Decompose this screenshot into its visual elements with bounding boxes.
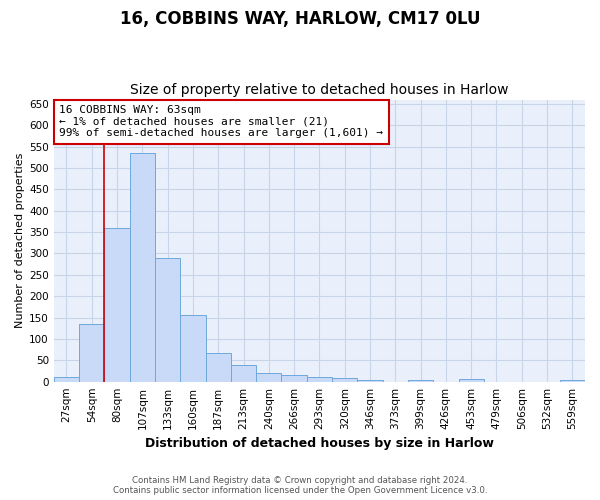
Bar (54, 378, 79, 382)
Title: Size of property relative to detached houses in Harlow: Size of property relative to detached ho… (130, 83, 509, 97)
Bar (180, 316, 206, 382)
Bar (458, 379, 484, 382)
Bar (206, 352, 231, 382)
Bar (358, 380, 383, 382)
Bar (155, 258, 180, 382)
Bar (79, 324, 104, 382)
Bar (281, 375, 307, 382)
Bar (332, 378, 358, 382)
Bar (231, 366, 256, 382)
Bar (256, 373, 281, 382)
Bar (104, 228, 130, 382)
Bar (408, 380, 433, 382)
Bar (307, 377, 332, 382)
Y-axis label: Number of detached properties: Number of detached properties (15, 153, 25, 328)
Bar (130, 153, 155, 382)
Text: 16, COBBINS WAY, HARLOW, CM17 0LU: 16, COBBINS WAY, HARLOW, CM17 0LU (120, 10, 480, 28)
Bar (560, 380, 585, 382)
X-axis label: Distribution of detached houses by size in Harlow: Distribution of detached houses by size … (145, 437, 494, 450)
Text: 16 COBBINS WAY: 63sqm
← 1% of detached houses are smaller (21)
99% of semi-detac: 16 COBBINS WAY: 63sqm ← 1% of detached h… (59, 105, 383, 138)
Text: Contains HM Land Registry data © Crown copyright and database right 2024.
Contai: Contains HM Land Registry data © Crown c… (113, 476, 487, 495)
